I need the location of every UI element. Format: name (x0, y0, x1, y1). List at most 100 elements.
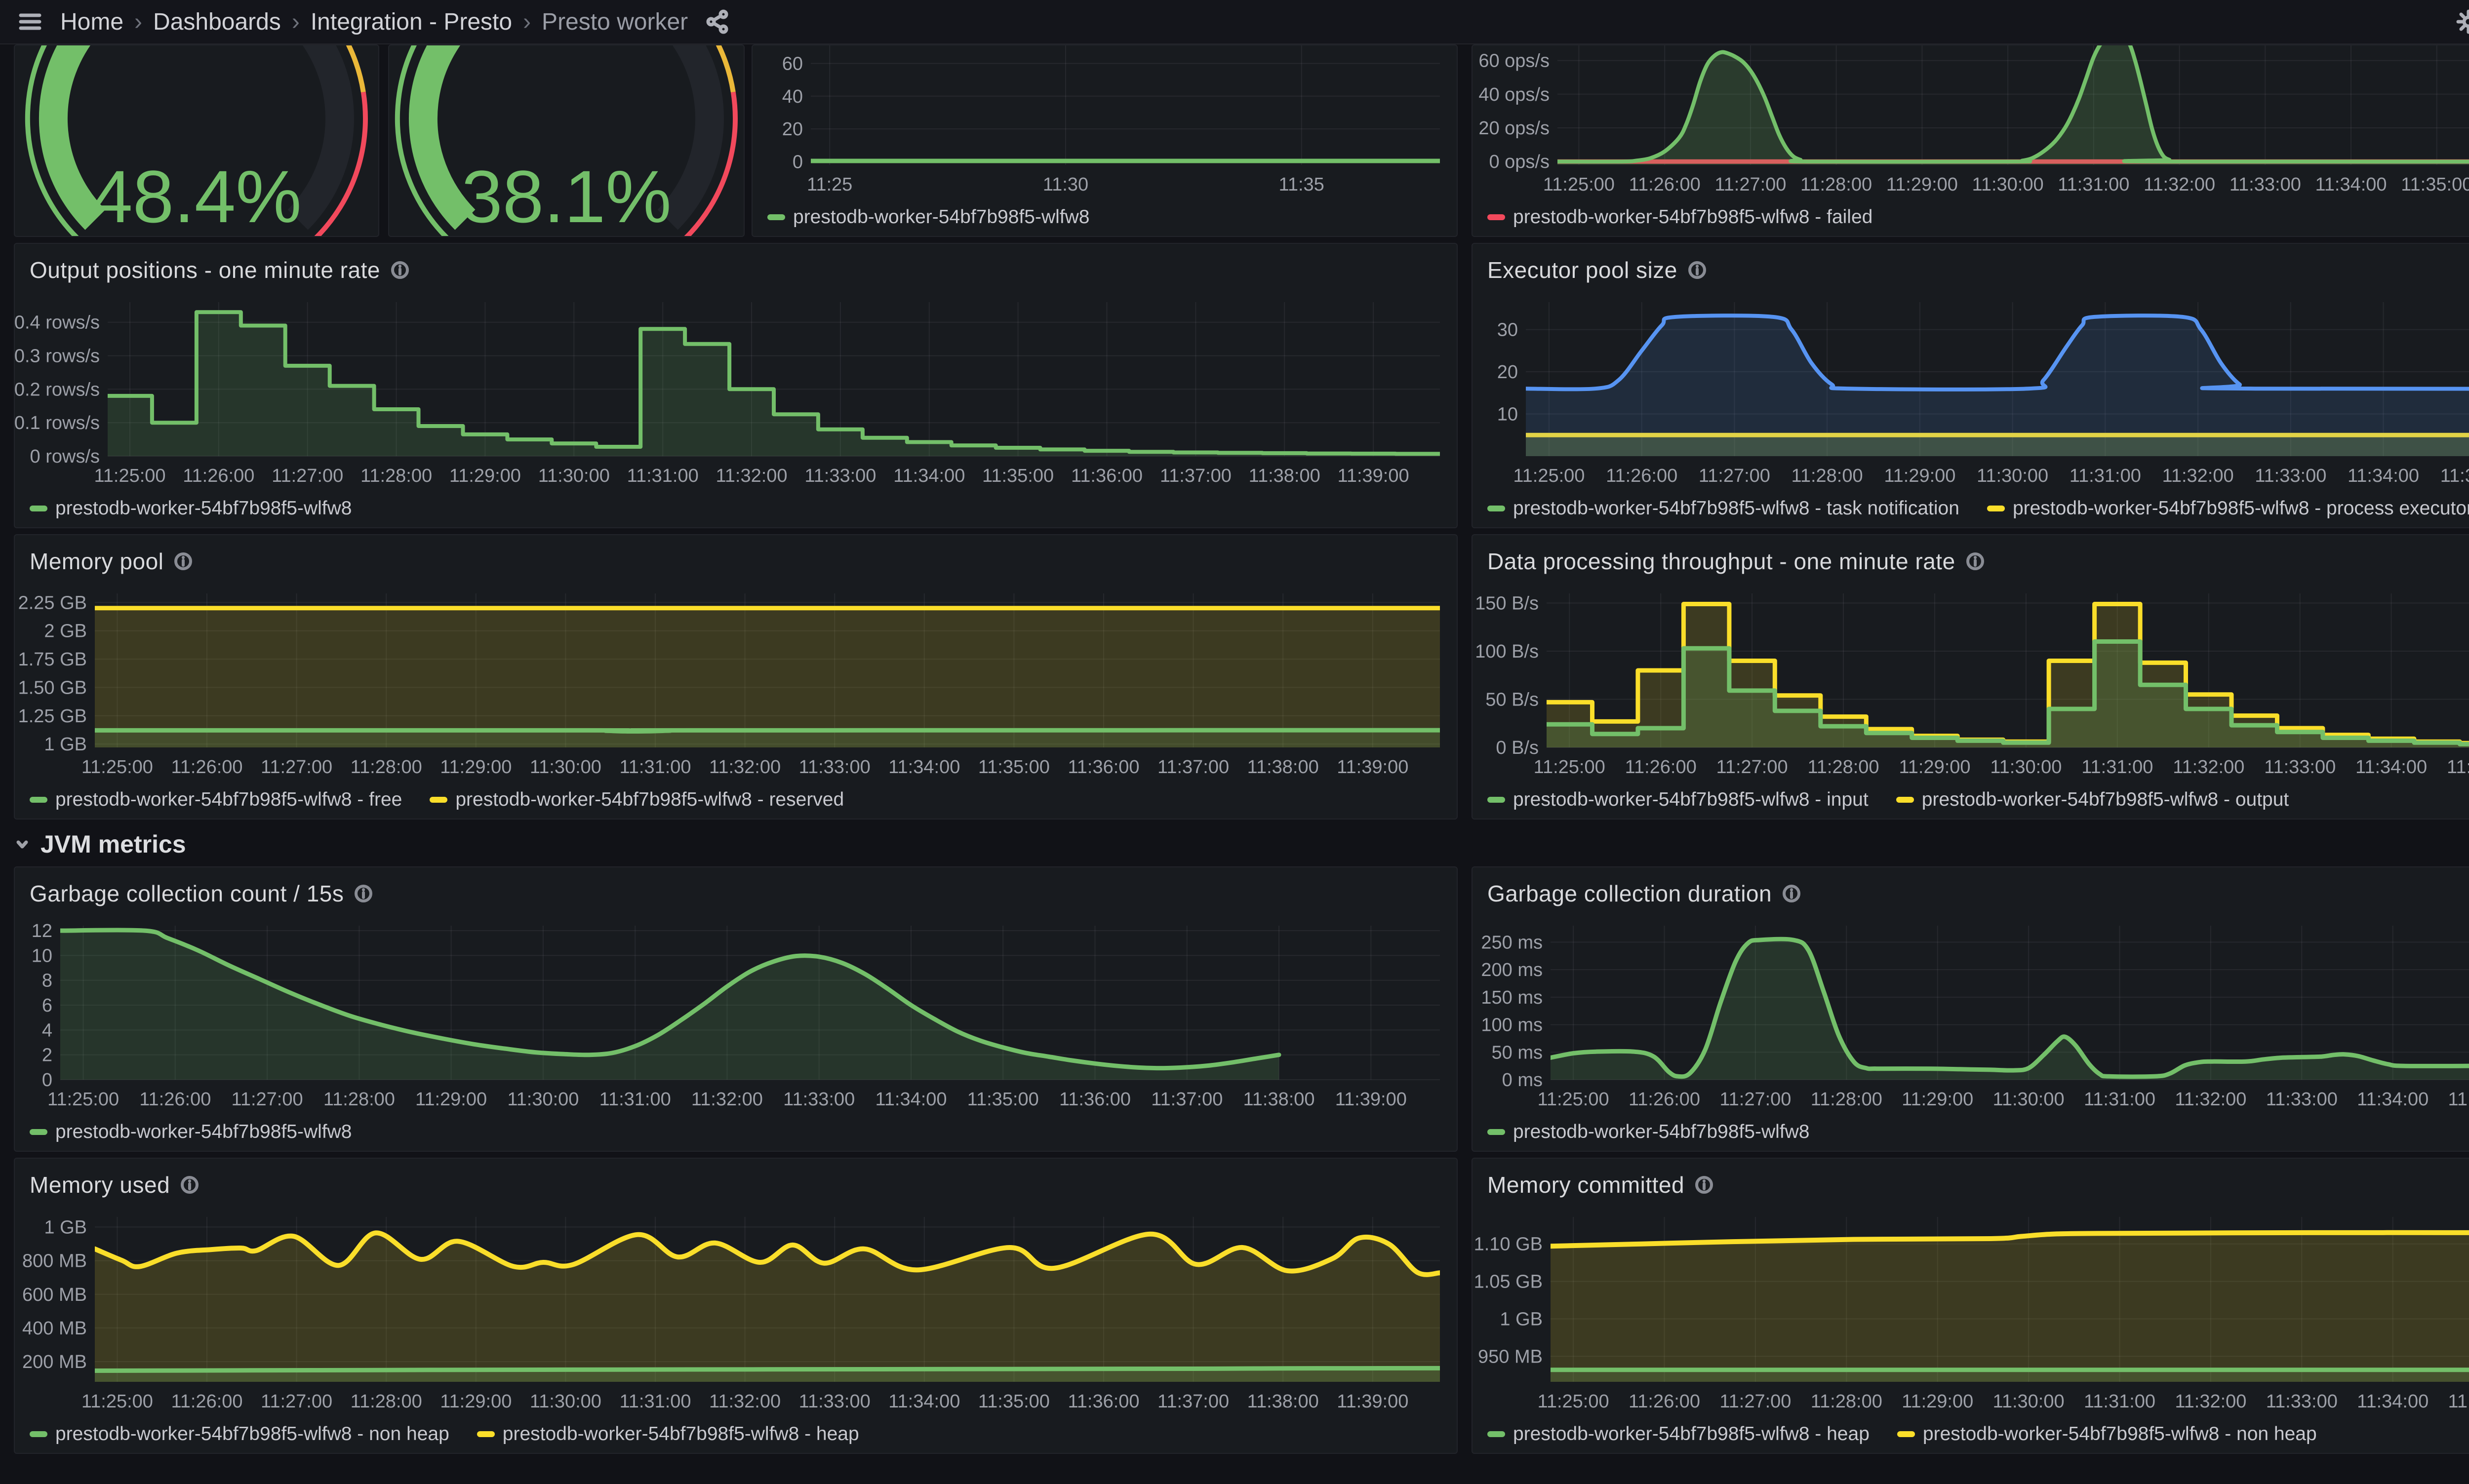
legend-item[interactable]: prestodb-worker-54bf7b98f5-wlfw8 (30, 498, 352, 519)
panel-header[interactable]: Executor pool size (1473, 244, 2469, 291)
svg-text:1.75 GB: 1.75 GB (18, 649, 87, 670)
series-color-swatch (1487, 797, 1505, 803)
svg-text:0: 0 (793, 152, 803, 172)
svg-text:600 MB: 600 MB (22, 1285, 87, 1305)
panel-header[interactable]: Garbage collection duration (1473, 867, 2469, 915)
breadcrumb-folder[interactable]: Integration - Presto (310, 8, 513, 35)
legend-item[interactable]: prestodb-worker-54bf7b98f5-wlfw8 (1487, 1121, 1809, 1143)
legend-item[interactable]: prestodb-worker-54bf7b98f5-wlfw8 (30, 1121, 352, 1143)
hamburger-menu-icon[interactable] (17, 8, 43, 35)
svg-text:100 ms: 100 ms (1481, 1015, 1543, 1036)
series-color-swatch (30, 506, 47, 511)
legend-item[interactable]: prestodb-worker-54bf7b98f5-wlfw8 - outpu… (1896, 789, 2289, 811)
info-icon[interactable] (1965, 551, 1985, 571)
legend-label: prestodb-worker-54bf7b98f5-wlfw8 - heap (502, 1423, 859, 1445)
info-icon[interactable] (1782, 884, 1801, 903)
info-icon[interactable] (354, 884, 373, 903)
time-series-chart[interactable]: 11:25:00 11:26:00 11:27:00 11:28:00 11:29:00… (15, 1206, 1457, 1418)
panel-header[interactable]: Output positions - one minute rate (15, 244, 1457, 291)
svg-text:11:33:00: 11:33:00 (2264, 757, 2336, 778)
panel-executor-pool-size: Executor pool size 11:25:00 11:26:00 11:27… (1472, 243, 2469, 528)
legend-item[interactable]: prestodb-worker-54bf7b98f5-wlfw8 (767, 206, 1089, 228)
panel-header[interactable]: Memory committed (1473, 1159, 2469, 1206)
breadcrumb-current-dashboard[interactable]: Presto worker (542, 8, 688, 35)
panel-title: Memory committed (1487, 1172, 1685, 1198)
svg-text:11:31:00: 11:31:00 (2084, 1391, 2155, 1412)
panel-header[interactable]: Data processing throughput - one minute … (1473, 535, 2469, 583)
top-navigation-bar: Home › Dashboards › Integration - Presto… (0, 0, 2469, 44)
svg-text:11:27:00: 11:27:00 (1719, 1089, 1791, 1110)
info-icon[interactable] (1694, 1175, 1714, 1195)
info-icon[interactable] (180, 1175, 199, 1195)
svg-text:11:34:00: 11:34:00 (888, 1391, 960, 1412)
svg-text:11:36:00: 11:36:00 (1068, 1391, 1139, 1412)
legend-label: prestodb-worker-54bf7b98f5-wlfw8 (793, 206, 1090, 228)
panel-memory-pool: Memory pool 11:25:00 11:26:00 11:27:00 11:2… (14, 534, 1458, 820)
panel-title: Memory pool (30, 548, 164, 574)
legend-item[interactable]: prestodb-worker-54bf7b98f5-wlfw8 - input (1487, 789, 1869, 811)
info-icon[interactable] (1687, 260, 1707, 280)
svg-text:11:25: 11:25 (807, 174, 852, 195)
legend-item[interactable]: prestodb-worker-54bf7b98f5-wlfw8 - free (30, 789, 402, 811)
legend-item[interactable]: prestodb-worker-54bf7b98f5-wlfw8 - faile… (1487, 206, 1872, 228)
time-series-chart[interactable]: 11:25:00 11:26:00 11:27:00 11:28:00 11:29:00… (15, 583, 1457, 783)
svg-text:11:32:00: 11:32:00 (716, 466, 787, 486)
svg-text:11:30:00: 11:30:00 (530, 1391, 601, 1412)
svg-text:11:29:00: 11:29:00 (415, 1089, 487, 1110)
svg-text:11:26:00: 11:26:00 (171, 1391, 242, 1412)
breadcrumb-home[interactable]: Home (60, 8, 124, 35)
legend-item[interactable]: prestodb-worker-54bf7b98f5-wlfw8 - non h… (1897, 1423, 2317, 1445)
svg-text:11:25:00: 11:25:00 (94, 466, 165, 486)
svg-text:2.25 GB: 2.25 GB (18, 592, 87, 613)
svg-text:11:30:00: 11:30:00 (1993, 1089, 2065, 1110)
svg-text:11:26:00: 11:26:00 (183, 466, 254, 486)
panel-header[interactable]: Garbage collection count / 15s (15, 867, 1457, 915)
time-series-chart[interactable]: 11:25:00 11:26:00 11:27:00 11:28:00 11:29:00… (1473, 291, 2469, 492)
legend-item[interactable]: prestodb-worker-54bf7b98f5-wlfw8 - reser… (430, 789, 844, 811)
time-series-chart[interactable]: 11:25:00 11:26:00 11:27:00 11:28:00 11:29:00… (15, 915, 1457, 1116)
time-series-chart[interactable]: 11:25:00 11:26:00 11:27:00 11:28:00 11:29:00… (1473, 583, 2469, 783)
legend-item[interactable]: prestodb-worker-54bf7b98f5-wlfw8 - heap (1487, 1423, 1870, 1445)
legend-item[interactable]: prestodb-worker-54bf7b98f5-wlfw8 - non h… (30, 1423, 449, 1445)
svg-text:11:35:00: 11:35:00 (978, 757, 1050, 778)
svg-text:60: 60 (782, 54, 803, 75)
panel-header[interactable]: Memory used (15, 1159, 1457, 1206)
svg-text:11:30:00: 11:30:00 (1990, 757, 2062, 778)
section-row-jvm-metrics[interactable]: JVM metrics (14, 825, 186, 863)
legend-label: prestodb-worker-54bf7b98f5-wlfw8 - reser… (455, 789, 844, 810)
svg-text:11:35:00: 11:35:00 (978, 1391, 1050, 1412)
svg-text:11:37:00: 11:37:00 (1151, 1089, 1223, 1110)
gauge-value: 48.4% (91, 155, 301, 236)
legend-item[interactable]: prestodb-worker-54bf7b98f5-wlfw8 - proce… (1987, 498, 2469, 519)
series-color-swatch (30, 1431, 47, 1437)
svg-text:11:27:00: 11:27:00 (1714, 174, 1786, 195)
time-series-chart[interactable]: 11:25:00 11:26:00 11:27:00 11:28:00 11:29:00… (1473, 1206, 2469, 1418)
svg-text:11:29:00: 11:29:00 (1886, 174, 1958, 195)
time-series-chart[interactable]: 11:25:00 11:26:00 11:27:00 11:28:00 11:29:00… (1473, 45, 2469, 201)
legend-label: prestodb-worker-54bf7b98f5-wlfw8 (1513, 1121, 1810, 1142)
time-series-chart[interactable]: 11:25 11:30 11:35 0 20 40 60 (753, 45, 1457, 201)
svg-text:11:36:00: 11:36:00 (1059, 1089, 1131, 1110)
svg-text:250 ms: 250 ms (1481, 932, 1543, 953)
chart-legend: prestodb-worker-54bf7b98f5-wlfw8 (15, 1116, 1457, 1151)
svg-text:11:34:00: 11:34:00 (888, 757, 960, 778)
breadcrumb-dashboards[interactable]: Dashboards (153, 8, 281, 35)
info-icon[interactable] (390, 260, 410, 280)
gauge-chart[interactable]: 38.1% (389, 45, 744, 236)
time-series-chart[interactable]: 11:25:00 11:26:00 11:27:00 11:28:00 11:29:00… (1473, 915, 2469, 1116)
svg-text:2 GB: 2 GB (44, 621, 87, 642)
svg-text:11:25:00: 11:25:00 (1534, 757, 1605, 778)
svg-text:800 MB: 800 MB (22, 1251, 87, 1272)
series-color-swatch (1487, 506, 1505, 511)
legend-item[interactable]: prestodb-worker-54bf7b98f5-wlfw8 - task … (1487, 498, 1959, 519)
chart-legend: prestodb-worker-54bf7b98f5-wlfw8 - task … (1473, 492, 2469, 527)
legend-item[interactable]: prestodb-worker-54bf7b98f5-wlfw8 - heap (477, 1423, 859, 1445)
gear-icon[interactable] (2455, 8, 2469, 36)
info-icon[interactable] (173, 551, 193, 571)
svg-text:11:31:00: 11:31:00 (619, 1391, 691, 1412)
time-series-chart[interactable]: 11:25:00 11:26:00 11:27:00 11:28:00 11:29:00… (15, 291, 1457, 492)
panel-header[interactable]: Memory pool (15, 535, 1457, 583)
share-icon[interactable] (705, 9, 730, 35)
svg-text:0.2 rows/s: 0.2 rows/s (15, 379, 100, 400)
gauge-chart[interactable]: 48.4% (15, 45, 378, 236)
